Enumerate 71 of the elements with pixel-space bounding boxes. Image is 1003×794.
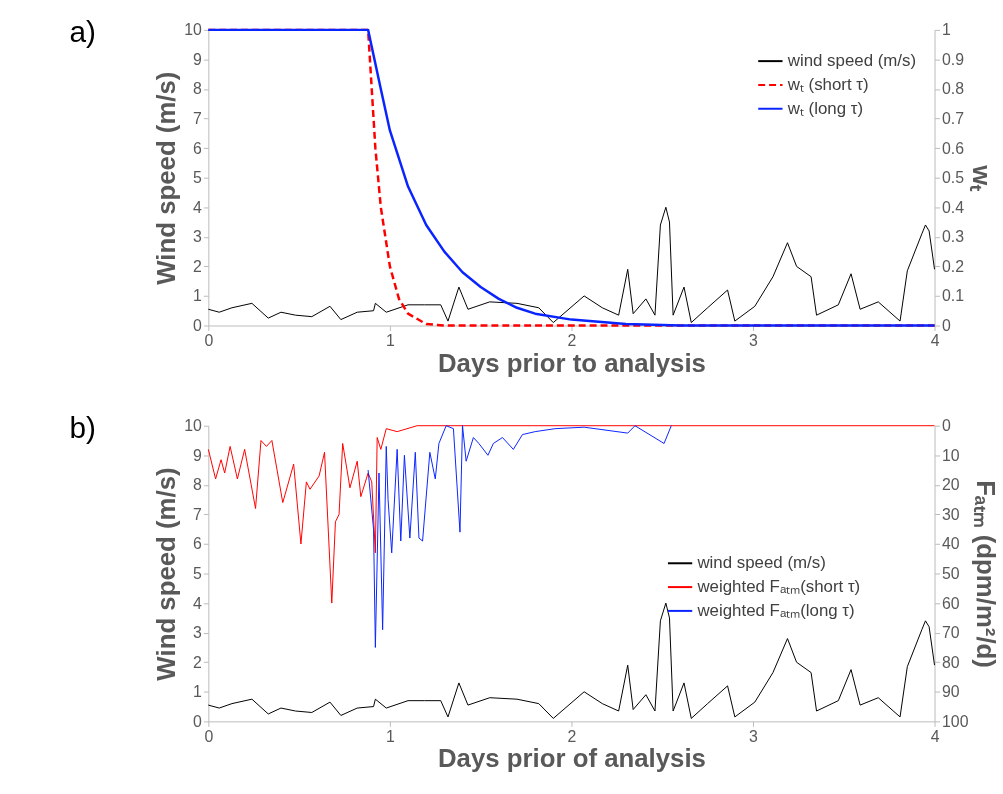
text: a) xyxy=(69,14,96,48)
legend-label: wind speed (m/s) xyxy=(786,51,917,71)
y-tick-label: 8 xyxy=(193,476,203,494)
y2-tick-label: 0.8 xyxy=(941,80,965,98)
y-tick-label: 4 xyxy=(193,198,203,216)
legend-label: wₜ (long τ) xyxy=(786,98,864,118)
y2-tick-label: 100 xyxy=(941,712,969,730)
y2-tick-label: 0.3 xyxy=(941,228,965,246)
y2-tick-label: 60 xyxy=(941,594,960,612)
legend-label: weighted Fₐₜₘ(short τ) xyxy=(696,577,861,597)
x-axis-title: Days prior to analysis xyxy=(437,348,706,377)
y-tick-label: 2 xyxy=(193,257,203,275)
y-tick-label: 0 xyxy=(193,712,203,730)
y2-axis-title: wₜ xyxy=(967,164,996,193)
legend-label: weighted Fₐₜₘ(long τ) xyxy=(696,600,855,620)
y2-tick-label: 80 xyxy=(941,653,960,671)
y-axis-title: Wind speed (m/s) xyxy=(152,467,181,681)
y-tick-label: 2 xyxy=(193,653,203,671)
y-tick-label: 3 xyxy=(193,228,203,246)
line-series xyxy=(367,425,672,648)
y2-tick-label: 40 xyxy=(941,535,960,553)
x-tick-label: 2 xyxy=(567,727,577,745)
x-axis-title: Days prior of analysis xyxy=(437,744,706,773)
y-tick-label: 6 xyxy=(193,139,203,157)
y2-tick-label: 0.2 xyxy=(941,257,965,275)
y-tick-label: 10 xyxy=(184,417,203,435)
y-tick-label: 1 xyxy=(193,683,203,701)
y-tick-label: 8 xyxy=(193,80,203,98)
x-tick-label: 4 xyxy=(930,727,940,745)
legend-label: wₜ (short τ) xyxy=(786,74,869,94)
y-tick-label: 6 xyxy=(193,535,203,553)
line-series xyxy=(207,425,936,604)
y-tick-label: 9 xyxy=(193,50,203,68)
x-tick-label: 3 xyxy=(749,727,759,745)
y-tick-label: 5 xyxy=(193,564,203,582)
x-tick-label: 0 xyxy=(204,331,214,349)
y-tick-label: 7 xyxy=(193,110,203,128)
y2-tick-label: 0.1 xyxy=(941,287,965,305)
x-tick-label: 4 xyxy=(930,331,940,349)
y2-tick-label: 0 xyxy=(941,417,951,435)
y2-tick-label: 0.6 xyxy=(941,139,965,157)
line-series xyxy=(207,602,936,719)
x-tick-label: 3 xyxy=(749,331,759,349)
y2-tick-label: 0.9 xyxy=(941,50,965,68)
y2-tick-label: 0.4 xyxy=(941,198,965,216)
y2-tick-label: 30 xyxy=(941,505,960,523)
y2-tick-label: 10 xyxy=(941,446,960,464)
y-tick-label: 9 xyxy=(193,446,203,464)
y-axis-title: Wind speed (m/s) xyxy=(152,71,181,285)
y2-axis-title: Fₐₜₘ (dpm/m²/d) xyxy=(972,480,1001,668)
y-tick-label: 1 xyxy=(193,287,203,305)
y2-tick-label: 0.5 xyxy=(941,169,965,187)
x-tick-label: 1 xyxy=(385,331,395,349)
y2-tick-label: 20 xyxy=(941,476,960,494)
x-tick-label: 2 xyxy=(567,331,577,349)
y-tick-label: 5 xyxy=(193,169,203,187)
y2-tick-label: 1 xyxy=(941,21,951,39)
y2-tick-label: 0 xyxy=(941,316,951,334)
y-tick-label: 3 xyxy=(193,624,203,642)
y-tick-label: 7 xyxy=(193,505,203,523)
y2-tick-label: 0.7 xyxy=(941,110,965,128)
x-tick-label: 0 xyxy=(204,727,214,745)
y2-tick-label: 70 xyxy=(941,624,960,642)
legend-label: wind speed (m/s) xyxy=(696,553,826,573)
y2-tick-label: 90 xyxy=(941,683,960,701)
y-tick-label: 10 xyxy=(184,21,203,39)
x-tick-label: 1 xyxy=(385,727,395,745)
text: b) xyxy=(69,410,96,444)
y-tick-label: 4 xyxy=(193,594,203,612)
y-tick-label: 0 xyxy=(193,316,203,334)
y2-tick-label: 50 xyxy=(941,564,960,582)
